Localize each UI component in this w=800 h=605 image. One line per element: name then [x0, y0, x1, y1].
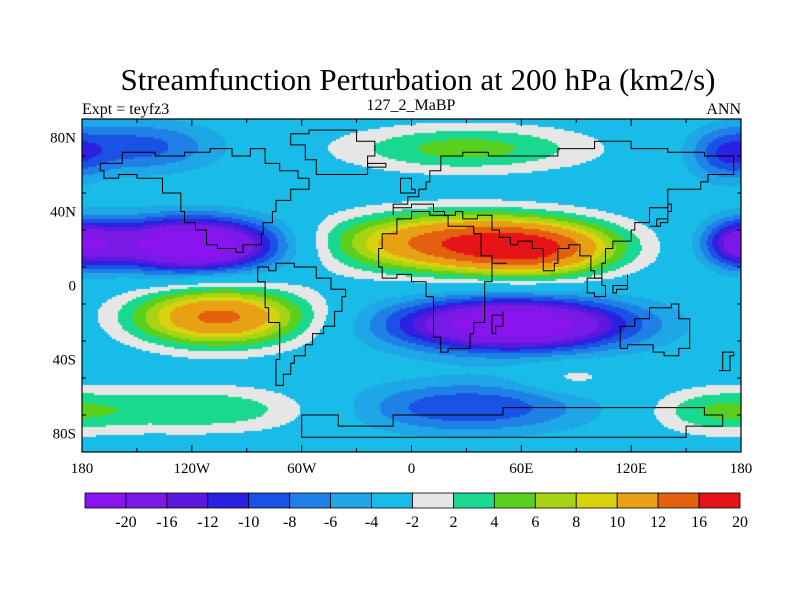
colorbar-swatch — [412, 492, 454, 509]
experiment-label: Expt = teyfz3 — [82, 101, 169, 118]
colorbar-swatch — [248, 492, 291, 509]
coastline-segment — [400, 177, 416, 194]
coastline-segment — [491, 311, 504, 335]
period-label: 127_2_MaBP — [367, 97, 456, 114]
x-tick-label: 180 — [730, 461, 753, 477]
coastline-segment — [392, 140, 735, 279]
y-tick-label: 0 — [69, 279, 77, 295]
y-tick-label: 80S — [53, 427, 76, 443]
x-tick-label: 60E — [509, 461, 533, 477]
x-tick-label: 0 — [408, 461, 416, 477]
colorbar-swatch — [698, 492, 741, 509]
colorbar-label: -16 — [156, 514, 177, 531]
colorbar-swatch — [616, 492, 659, 509]
colorbar-label: -8 — [283, 514, 296, 531]
colorbar-swatch — [657, 492, 700, 509]
coastline-segment — [612, 274, 628, 294]
coastline-segment — [257, 262, 347, 386]
field-raster — [82, 119, 741, 452]
x-tick-label: 180 — [71, 461, 94, 477]
colorbar-label: -20 — [115, 514, 136, 531]
streamfunction-field — [82, 119, 741, 452]
coastline-segment — [649, 203, 672, 227]
coastline-segment — [586, 277, 606, 298]
colorbar-label: 10 — [609, 514, 625, 531]
colorbar-swatch — [289, 492, 332, 509]
colorbar-label: 20 — [732, 514, 748, 531]
colorbar-swatch — [453, 492, 495, 509]
y-tick-label: 40N — [50, 205, 76, 221]
coastline-segment — [301, 407, 724, 438]
map-axes: 180 120W 60W 0 60E 120E 180 80N 40N 0 40S 80S — [50, 118, 753, 477]
colorbar-label: -2 — [406, 514, 419, 531]
colorbar-swatch — [575, 492, 618, 509]
chart-title: Streamfunction Perturbation at 200 hPa (… — [121, 62, 716, 97]
colorbar-label: -4 — [365, 514, 378, 531]
colorbar-swatch — [371, 492, 413, 509]
colorbar-swatch — [330, 492, 372, 509]
coastline-segment — [99, 148, 310, 253]
x-tick-label: 60W — [287, 461, 317, 477]
colorbar: -20 -16 -12 -10 -8 -6 -4 -2 2 4 6 8 10 12 16 20 — [84, 492, 748, 531]
colorbar-swatch — [84, 492, 127, 509]
coastline-segment — [719, 351, 735, 372]
coastline-segment — [378, 211, 507, 353]
y-tick-label: 80N — [50, 131, 76, 147]
colorbar-label: 2 — [449, 514, 457, 531]
colorbar-label: -6 — [324, 514, 337, 531]
colorbar-swatch — [207, 492, 250, 509]
colorbar-swatch — [125, 492, 168, 509]
x-tick-label: 120E — [615, 461, 647, 477]
colorbar-label: 6 — [531, 514, 539, 531]
season-label: ANN — [706, 101, 741, 118]
colorbar-label: 16 — [691, 514, 707, 531]
colorbar-swatch — [166, 492, 209, 509]
coastline-segment — [367, 162, 387, 168]
colorbar-swatch — [534, 492, 577, 509]
colorbar-label: -10 — [238, 514, 259, 531]
coastline-segment — [619, 303, 691, 357]
colorbar-label: -12 — [197, 514, 218, 531]
coastline-outlines — [99, 129, 735, 438]
y-tick-label: 40S — [53, 353, 76, 369]
colorbar-label: 12 — [650, 514, 666, 531]
x-tick-label: 120W — [173, 461, 211, 477]
colorbar-label: 4 — [490, 514, 498, 531]
colorbar-label: 8 — [572, 514, 580, 531]
colorbar-swatch — [493, 492, 536, 509]
